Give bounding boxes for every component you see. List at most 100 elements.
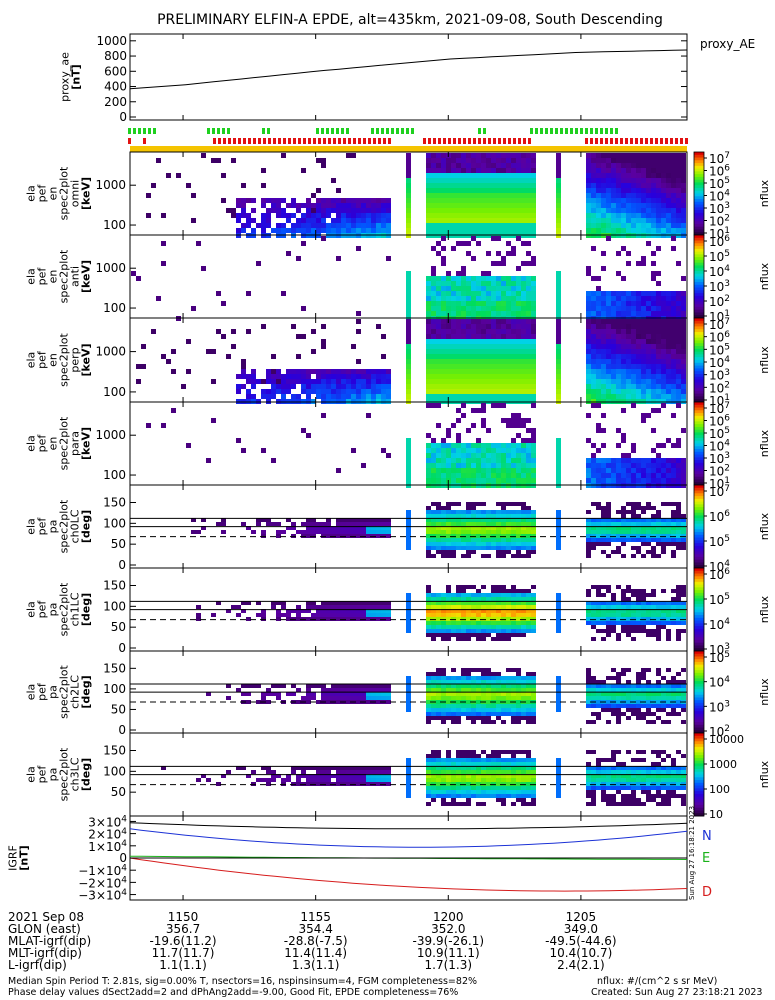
spec-cell — [436, 668, 441, 672]
spec-cell — [656, 443, 661, 448]
colorbar-cell — [694, 518, 704, 522]
flag-mark — [508, 138, 511, 144]
spec-cell — [636, 621, 641, 625]
spec-cell — [641, 158, 646, 163]
spec-cell — [556, 168, 561, 173]
spec-cell — [471, 542, 476, 546]
spec-cell — [641, 413, 646, 418]
spec-cell — [381, 688, 386, 692]
spec-cell — [486, 629, 491, 633]
spec-cell — [666, 188, 671, 193]
spec-cell — [526, 198, 531, 203]
spec-cell — [466, 704, 471, 708]
colorbar-cell — [694, 435, 704, 439]
spec-cell — [426, 625, 431, 629]
spec-cell — [556, 339, 561, 344]
spec-cell — [496, 334, 501, 339]
spec-cell — [586, 301, 591, 306]
spec-cell — [436, 364, 441, 369]
spec-cell — [326, 609, 331, 613]
spec-cell — [676, 369, 681, 374]
spec-cell — [511, 554, 516, 558]
spec-cell — [506, 188, 511, 193]
spec-cell — [631, 389, 636, 394]
spec-cell — [656, 163, 661, 168]
spec-cell — [356, 688, 361, 692]
spec-cell — [431, 163, 436, 168]
spec-cell — [481, 617, 486, 621]
spec-cell — [676, 605, 681, 609]
spec-cell — [341, 530, 346, 534]
spec-cell — [666, 163, 671, 168]
spec-cell — [646, 153, 651, 158]
spec-cell — [321, 605, 326, 609]
flag-mark — [483, 138, 486, 144]
spec-cell — [336, 534, 341, 538]
spec-cell — [356, 228, 361, 233]
spec-cell — [516, 629, 521, 633]
spec-cell — [471, 680, 476, 684]
spec-cell — [426, 334, 431, 339]
spec-cell — [406, 359, 411, 364]
spec-cell — [611, 629, 616, 633]
colorbar-cell — [694, 374, 704, 378]
spec-cell — [511, 374, 516, 379]
spec-cell — [586, 153, 591, 158]
spec-cell — [606, 208, 611, 213]
flag-mark — [545, 128, 548, 134]
spec-cell — [376, 203, 381, 208]
cbar-tick-label: 102 — [709, 294, 730, 309]
spec-cell — [291, 213, 296, 218]
spec-cell — [586, 364, 591, 369]
spec-cell — [556, 546, 561, 550]
spec-cell — [676, 364, 681, 369]
spec-cell — [616, 183, 621, 188]
spec-cell — [666, 369, 671, 374]
spec-cell — [376, 223, 381, 228]
spec-cell — [621, 369, 626, 374]
spec-cell — [511, 364, 516, 369]
spec-cell — [366, 609, 371, 613]
spec-cell — [371, 384, 376, 389]
spec-cell — [626, 534, 631, 538]
spec-cell — [646, 158, 651, 163]
spec-cell — [441, 518, 446, 522]
spec-cell — [676, 213, 681, 218]
spec-cell — [491, 183, 496, 188]
spec-cell — [386, 530, 391, 534]
spec-cell — [646, 168, 651, 173]
spec-cell — [636, 311, 641, 316]
spec-cell — [611, 458, 616, 463]
spec-cell — [496, 389, 501, 394]
spec-cell — [516, 554, 521, 558]
spec-cell — [326, 534, 331, 538]
spec-cell — [486, 276, 491, 281]
spec-cell — [531, 349, 536, 354]
ytick-label: 1000 — [95, 428, 126, 442]
spec-cell — [456, 306, 461, 311]
spec-cell — [321, 613, 326, 617]
spec-cell — [616, 319, 621, 324]
spec-cell — [466, 334, 471, 339]
spec-cell — [646, 384, 651, 389]
spec-cell — [496, 364, 501, 369]
spec-cell — [486, 468, 491, 473]
spec-cell — [556, 676, 561, 680]
spec-cell — [311, 522, 316, 526]
spec-cell — [371, 208, 376, 213]
spec-cell — [516, 526, 521, 530]
flag-mark — [288, 138, 291, 144]
spec-cell — [426, 478, 431, 483]
spec-cell — [466, 538, 471, 542]
spec-cell — [406, 394, 411, 399]
spec-cell — [351, 613, 356, 617]
spec-cell — [451, 617, 456, 621]
spec-cell — [466, 506, 471, 510]
spec-cell — [671, 621, 676, 625]
spec-cell — [676, 379, 681, 384]
spec-cell — [456, 369, 461, 374]
spec-cell — [406, 374, 411, 379]
spec-cell — [656, 473, 661, 478]
spec-cell — [486, 609, 491, 613]
spec-cell — [511, 178, 516, 183]
